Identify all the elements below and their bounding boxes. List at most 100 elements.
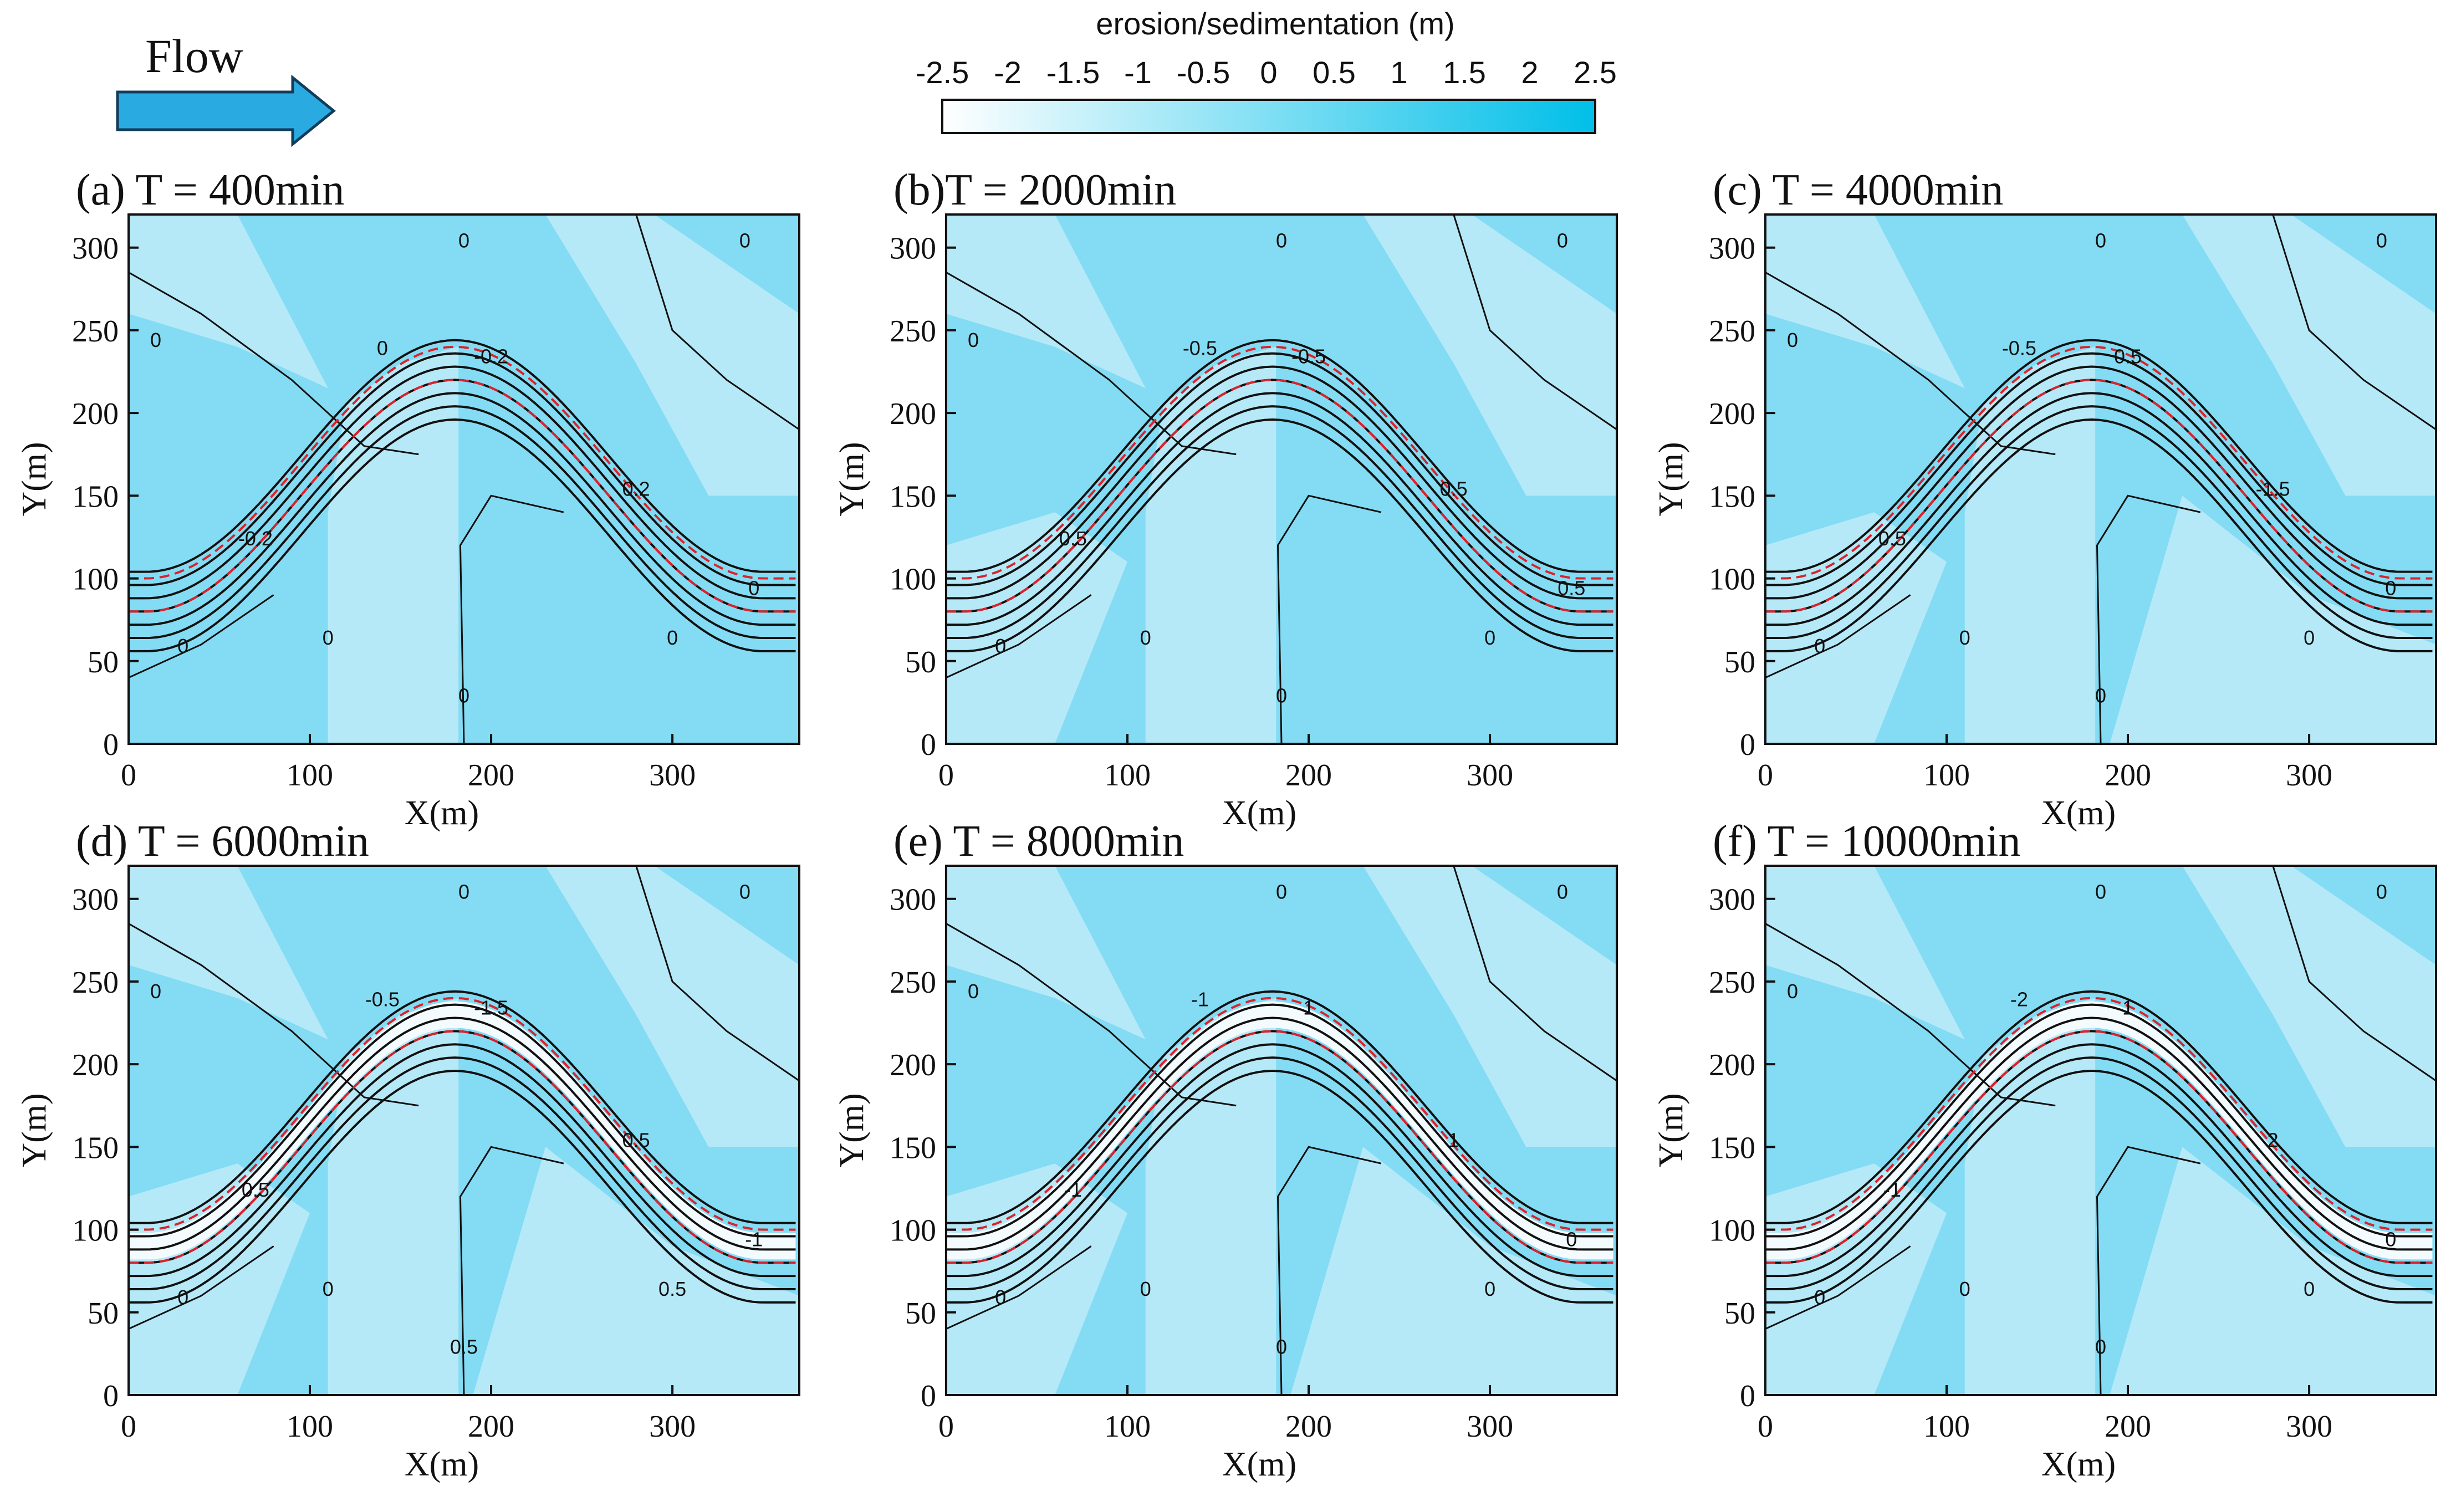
x-tick-label: 300 xyxy=(2286,758,2332,793)
panel-title: (c) T = 4000min xyxy=(1713,166,2003,214)
field-region xyxy=(946,512,1128,744)
contour-label: -0.2 xyxy=(474,345,508,368)
contour-label: -1 xyxy=(1883,1178,1901,1201)
channel-centerline xyxy=(129,1030,796,1264)
y-tick-label: 200 xyxy=(1709,1048,1755,1082)
contour-line xyxy=(2096,494,2201,744)
contour-label: 0 xyxy=(995,635,1006,657)
contour-label: 0 xyxy=(2095,684,2106,707)
contour-line xyxy=(946,405,1613,639)
channel-centerline xyxy=(946,997,1613,1231)
contour-line xyxy=(1765,1056,2433,1290)
colorbar-gradient xyxy=(941,99,1596,134)
contour-label: 0 xyxy=(323,626,334,649)
y-tick-label: 50 xyxy=(88,1296,119,1331)
x-tick-label: 0 xyxy=(1758,758,1773,793)
y-tick-label: 100 xyxy=(72,563,119,597)
contour-line xyxy=(1765,405,2433,639)
field-region xyxy=(2182,214,2436,496)
panel-title: (b)T = 2000min xyxy=(893,166,1176,214)
contour-label: 0 xyxy=(1959,626,1970,649)
erosion-band xyxy=(946,1001,1613,1260)
axes-frame xyxy=(945,865,1618,1396)
contour-label: 0 xyxy=(458,881,469,903)
contour-line xyxy=(1453,866,1617,1082)
contour-line xyxy=(129,418,796,652)
contour-line xyxy=(1765,1016,2433,1251)
contour-label: 0 xyxy=(1787,329,1798,351)
x-tick-label: 100 xyxy=(287,1409,333,1444)
contour-label: 0 xyxy=(1276,881,1287,903)
contour-line xyxy=(946,272,1237,456)
colorbar-tick-label: -2.5 xyxy=(916,55,969,90)
channel-centerline xyxy=(129,997,796,1231)
contour-label: 0 xyxy=(1557,881,1568,903)
x-tick-label: 0 xyxy=(938,1409,954,1444)
contour-label: 0.5 xyxy=(2114,345,2142,368)
x-tick-label: 200 xyxy=(2105,758,2151,793)
y-tick-label: 50 xyxy=(1724,1296,1755,1331)
y-tick-label: 150 xyxy=(72,1131,119,1165)
contour-line xyxy=(1765,1245,1911,1330)
colorbar-tick-label: -1 xyxy=(1124,55,1152,90)
contour-label: 0 xyxy=(1959,1278,1970,1300)
contour-line xyxy=(129,392,796,626)
contour-label: 0.5 xyxy=(622,1128,650,1151)
y-tick-label: 250 xyxy=(1709,966,1755,1000)
channel-centerline xyxy=(1765,379,2433,613)
contour-label: 0.5 xyxy=(450,1335,478,1358)
contour-line xyxy=(129,990,796,1224)
contour-line xyxy=(1765,352,2433,586)
contour-line xyxy=(2272,214,2436,431)
contour-label: -0.5 xyxy=(2002,337,2036,360)
colorbar-tick-label: -2 xyxy=(994,55,1022,90)
contour-label: 0 xyxy=(458,684,469,707)
colorbar-tick-label: -0.5 xyxy=(1177,55,1230,90)
field-region xyxy=(2182,866,2436,1147)
channel-centerline xyxy=(1765,345,2433,580)
field-region xyxy=(1964,998,2096,1395)
contour-label: 0 xyxy=(1787,980,1798,1003)
y-axis-label: Y(m) xyxy=(833,442,871,516)
contour-label: 0 xyxy=(177,635,188,657)
contour-label: 0.5 xyxy=(1558,576,1585,599)
field-region xyxy=(129,866,328,1040)
contour-line xyxy=(946,990,1613,1224)
colorbar-tick-label: 0.5 xyxy=(1313,55,1356,90)
field-region xyxy=(1363,214,1617,496)
y-tick-label: 0 xyxy=(1740,728,1755,762)
field-region xyxy=(946,214,1146,389)
x-tick-label: 100 xyxy=(1923,1409,1970,1444)
channel-centerline xyxy=(129,379,796,613)
field-region xyxy=(328,346,459,744)
contour-label: 0 xyxy=(667,626,678,649)
contour-label: -0.5 xyxy=(1291,345,1326,368)
contour-line xyxy=(946,365,1613,600)
field-region xyxy=(2110,1147,2436,1395)
contour-label: -0.5 xyxy=(1183,337,1217,360)
contour-line xyxy=(946,594,1092,678)
y-tick-label: 50 xyxy=(1724,645,1755,680)
y-tick-label: 200 xyxy=(1709,397,1755,431)
contour-line xyxy=(2272,866,2436,1082)
y-tick-label: 300 xyxy=(890,883,936,917)
y-tick-label: 0 xyxy=(1740,1379,1755,1413)
y-tick-label: 300 xyxy=(890,232,936,266)
contour-label: 0 xyxy=(377,337,388,360)
channel-centerline xyxy=(1765,997,2433,1231)
contour-line xyxy=(1453,214,1617,431)
contour-label: 0 xyxy=(2095,1335,2106,1358)
panel-title: (f) T = 10000min xyxy=(1713,817,2020,866)
contour-line xyxy=(1765,1070,2433,1304)
contour-line xyxy=(946,352,1613,586)
contour-label: -1 xyxy=(745,1228,763,1250)
field-region xyxy=(1363,866,1617,1147)
panel-title: (a) T = 400min xyxy=(76,166,344,214)
contour-line xyxy=(946,418,1613,652)
contour-label: 0.5 xyxy=(1440,477,1468,500)
contour-label: 0 xyxy=(2376,229,2387,252)
y-tick-label: 200 xyxy=(890,397,936,431)
colorbar-tick-label: 0 xyxy=(1260,55,1277,90)
